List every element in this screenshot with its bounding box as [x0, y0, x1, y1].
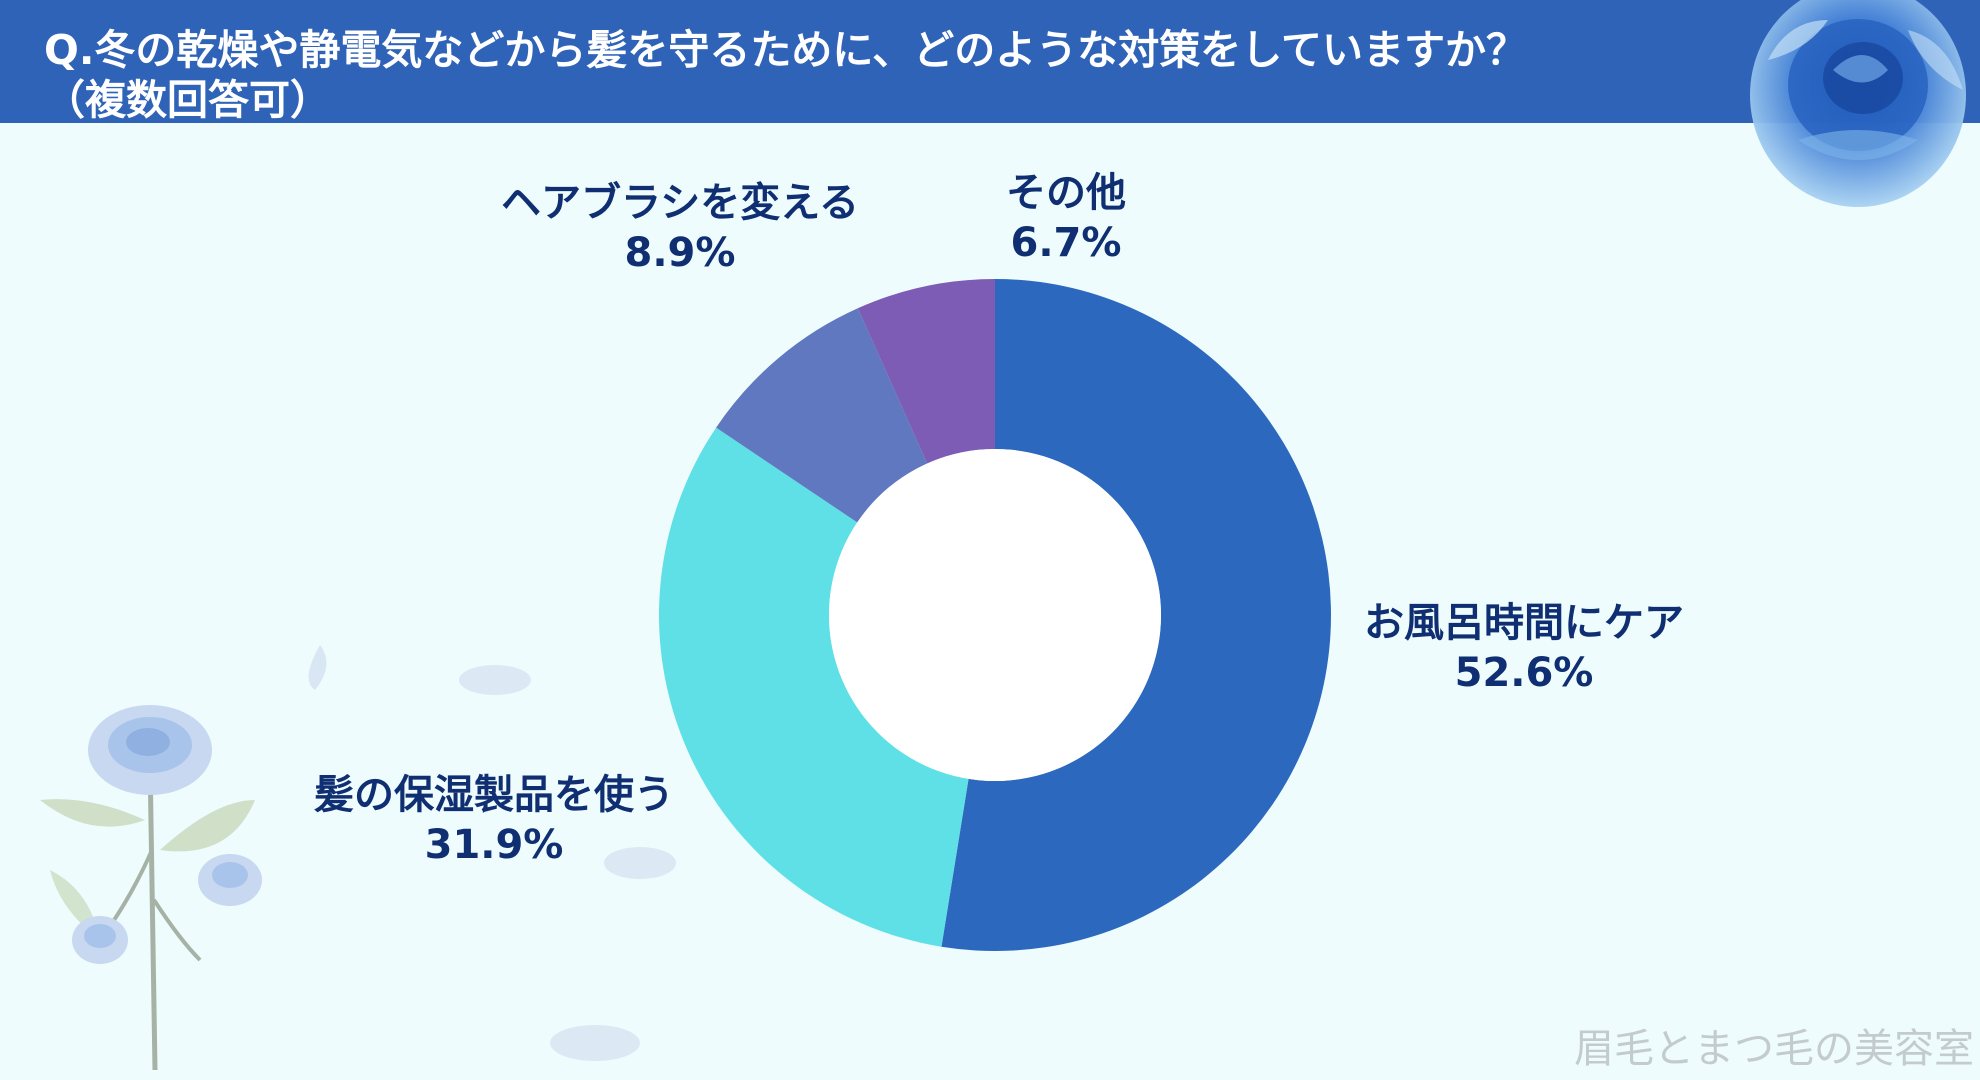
- blue-rose-stem-icon: [40, 705, 262, 1071]
- slice-label-4: その他 6.7%: [1006, 168, 1126, 268]
- slice-label-1: お風呂時間にケア 52.6%: [1364, 598, 1684, 698]
- slice-label-value: 6.7%: [1010, 220, 1122, 266]
- header-bar: Q.冬の乾燥や静電気などから髪を守るために、どのような対策をしていますか？ （複…: [0, 0, 1980, 124]
- donut-slice-4: [857, 279, 995, 464]
- watermark: 眉毛とまつ毛の美容室: [1574, 1026, 1974, 1072]
- slice-label-3: ヘアブラシを変える 8.9%: [501, 178, 859, 278]
- slice-label-name: お風呂時間にケア: [1364, 600, 1684, 646]
- slice-label-value: 31.9%: [424, 822, 564, 868]
- donut-slice-3: [716, 308, 928, 523]
- blue-rose-icon: [1750, 0, 1966, 207]
- slice-label-value: 8.9%: [624, 230, 736, 276]
- slice-label-value: 52.6%: [1454, 650, 1594, 696]
- petal-icon: [550, 1025, 640, 1061]
- donut-hole: [829, 449, 1161, 781]
- donut-slice-1: [941, 279, 1331, 951]
- slice-label-name: その他: [1006, 170, 1126, 216]
- slice-label-name: 髪の保湿製品を使う: [314, 772, 674, 818]
- donut-slice-2: [659, 427, 969, 947]
- slice-label-name: ヘアブラシを変える: [501, 180, 859, 226]
- petal-icon: [459, 665, 531, 695]
- page-title: Q.冬の乾燥や静電気などから髪を守るために、どのような対策をしていますか？: [44, 26, 1527, 74]
- page-subtitle: （複数回答可）: [44, 76, 331, 124]
- slice-label-2: 髪の保湿製品を使う 31.9%: [314, 770, 674, 870]
- petal-icon: [604, 847, 676, 879]
- petal-icon: [308, 645, 327, 690]
